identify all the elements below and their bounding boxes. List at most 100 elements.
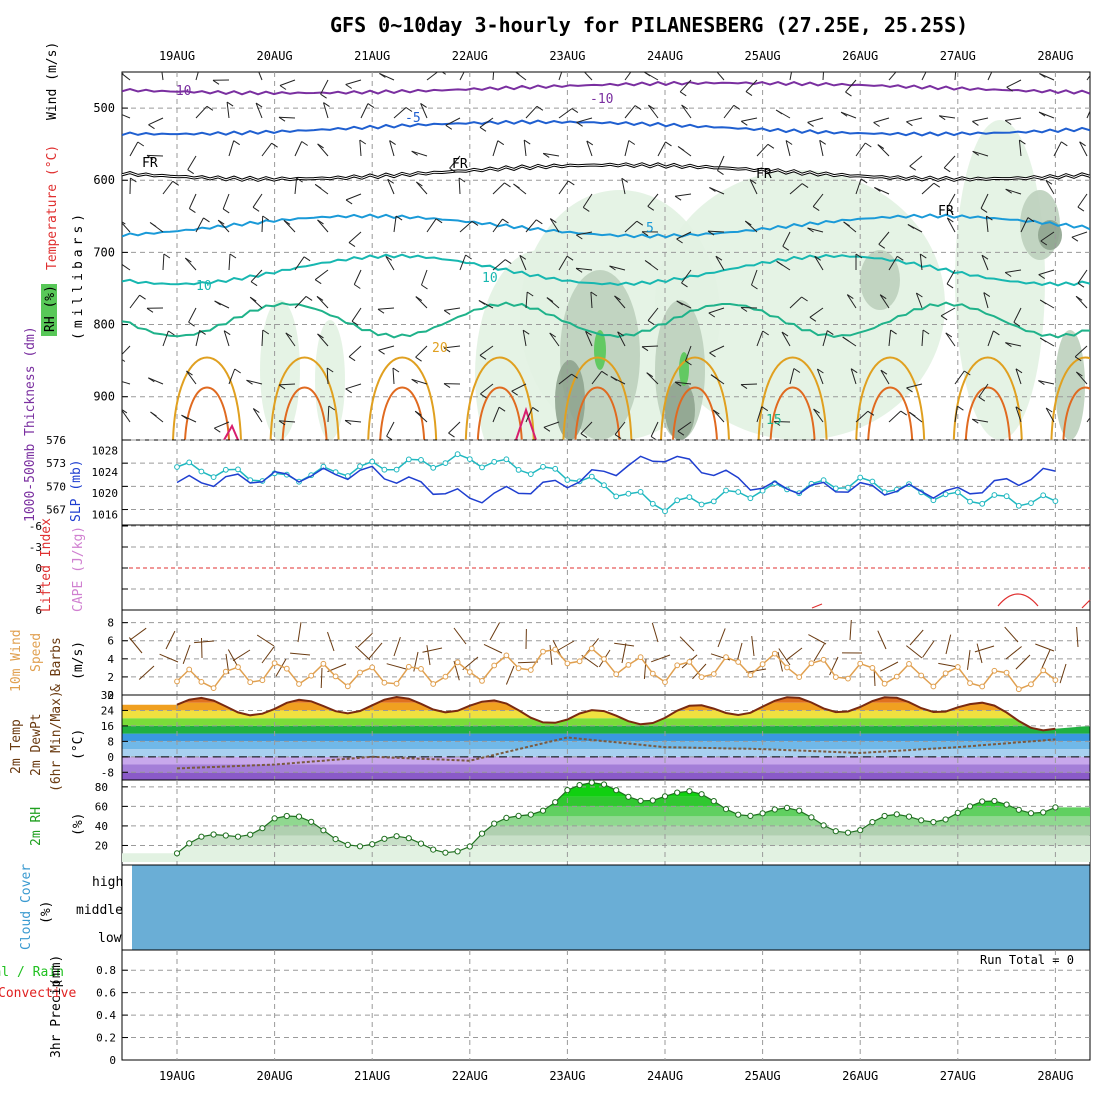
wind-barb [129, 294, 141, 309]
wind-barb-flag [389, 140, 396, 146]
wind-barb [261, 215, 264, 233]
thickness-label: 1000-500mb Thickness (dm) [23, 326, 38, 522]
wind-barb [583, 72, 593, 81]
wind-barb-flag [677, 146, 685, 151]
wind-barb [415, 296, 428, 309]
wind-barb [1074, 345, 1088, 358]
wind-barb [624, 105, 636, 119]
wind-barb-flag [345, 199, 353, 205]
wind-barb-flag [449, 167, 456, 173]
wind-barb-flag [677, 430, 685, 436]
contour-label: FR [756, 167, 772, 182]
wind-barb-flag [229, 253, 237, 259]
wind-barb-flag [536, 219, 543, 225]
precip-unit: (mm) [49, 955, 64, 986]
wind-speed-line-marker [906, 661, 912, 667]
wind-barb-flag [874, 186, 881, 192]
wind-barb-flag [536, 105, 544, 111]
wind-speed-line-marker [418, 666, 424, 672]
rh-marker [783, 804, 791, 812]
rh-label: 2m RH [29, 807, 44, 846]
wind-barb [1053, 141, 1062, 157]
thickness-line-marker [344, 473, 351, 479]
isotherm-25-bubble [769, 386, 816, 440]
wind-barb-flag [1071, 236, 1079, 242]
wind-barb-flag [214, 300, 221, 306]
date-label-top: 23AUG [549, 49, 585, 63]
wind-barb-flag [807, 227, 814, 233]
wind-barb-flag [149, 222, 157, 227]
wind-barb-flag [1039, 299, 1047, 305]
temp-y-ticks: 32 24 16 8 0 -8 [101, 689, 128, 779]
thickness-line-marker [869, 478, 876, 485]
wind-barb-flag [634, 67, 640, 71]
surface-wind-barb [182, 644, 191, 664]
contour-label: -5 [405, 111, 421, 126]
wind-speed-line-marker [698, 674, 705, 680]
isotherm-5 [122, 213, 1090, 239]
wind-barb-flag [636, 220, 644, 226]
thickness-line-marker [186, 459, 193, 466]
wind-barb-flag [146, 154, 154, 160]
wind-barb [685, 345, 692, 362]
wind-barb-flag [314, 279, 322, 285]
wind-speed-line-marker [637, 654, 644, 661]
wind-barb [647, 307, 659, 321]
wind-barb [1015, 406, 1022, 423]
surface-wind-barb [453, 627, 467, 645]
thickness-line-marker [222, 466, 229, 473]
wind-barb [1005, 117, 1022, 121]
wind-barb [888, 256, 898, 271]
wind-barb-flag [326, 367, 334, 373]
wind-barb-flag [568, 180, 575, 186]
rh-marker [698, 791, 705, 798]
surface-wind-barb [1041, 649, 1051, 669]
surface-wind-barb [909, 629, 924, 646]
date-label-top: 25AUG [745, 49, 781, 63]
wind-barb-flag [933, 182, 941, 188]
wind-speed-line-marker [796, 674, 803, 680]
wind-barb [1040, 231, 1055, 242]
y-tick-label: 2 [107, 671, 114, 684]
wind-barb-flag [271, 142, 278, 148]
wind-barb [261, 329, 264, 347]
wind-barb-flag [1038, 274, 1045, 280]
thickness-line-marker [357, 463, 363, 470]
wind-barb [161, 72, 164, 81]
wind-barb [386, 421, 395, 437]
wind-barb [1079, 141, 1088, 157]
wind-barb-flag [947, 217, 954, 223]
wind-barb [576, 231, 593, 236]
surface-wind-barb [159, 653, 179, 663]
wind-speed-line-marker [784, 664, 790, 671]
wind-barb-flag [580, 433, 588, 439]
rh-marker [747, 812, 754, 820]
wind-barb [387, 179, 395, 195]
surface-wind-barb [194, 640, 215, 644]
wind-barb [813, 408, 824, 423]
wind-barb [261, 142, 273, 157]
wind-barb-flag [585, 330, 592, 336]
wind-barb-flag [262, 215, 269, 221]
wind-barb [294, 178, 298, 195]
wind-speed-line-marker [942, 670, 949, 677]
wind-speed-line-marker [1003, 669, 1010, 676]
wind-barb [987, 330, 994, 347]
wind-barb [162, 330, 169, 347]
wind-barb-flag [316, 295, 324, 301]
wind-barb-flag [900, 410, 907, 416]
wind-barb [223, 330, 230, 347]
wind-barb [877, 144, 890, 157]
wind-barb [624, 72, 632, 81]
rh-marker [905, 813, 913, 820]
cloud-level-low: low [98, 931, 122, 946]
wind-barb-flag [1038, 380, 1045, 386]
temp-band [122, 764, 1090, 773]
wind-barb-flag [601, 370, 608, 376]
wind-barb-flag [674, 195, 682, 201]
wind-label-a: 10m Wind [9, 629, 24, 692]
wind-barb-flag [378, 349, 385, 355]
rh-marker [869, 819, 876, 826]
wind-barb [676, 231, 692, 240]
wind-barb-flag [781, 331, 789, 337]
